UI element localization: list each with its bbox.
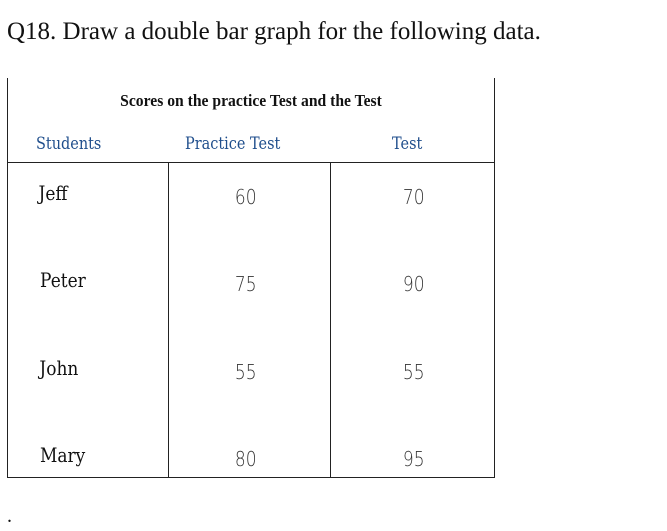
header-test: Test	[392, 134, 423, 154]
question-text: Q18. Draw a double bar graph for the fol…	[7, 18, 541, 45]
practice-score: 55	[234, 360, 257, 384]
header-divider	[8, 162, 494, 163]
header-students: Students	[36, 134, 102, 154]
student-name: Mary	[39, 443, 86, 467]
table-title: Scores on the practice Test and the Test	[120, 91, 382, 110]
practice-score: 80	[234, 447, 257, 471]
student-name: Peter	[40, 268, 86, 292]
column-divider	[330, 163, 331, 477]
test-score: 70	[402, 185, 425, 209]
test-score: 90	[402, 272, 425, 296]
test-score: 95	[402, 447, 425, 471]
practice-score: 75	[234, 272, 257, 296]
column-divider	[168, 163, 169, 477]
header-practice-test: Practice Test	[185, 134, 281, 154]
scores-table: Scores on the practice Test and the Test…	[7, 78, 495, 478]
student-name: Jeff	[38, 181, 68, 205]
student-name: John	[39, 356, 79, 380]
trailing-dot: .	[7, 505, 12, 527]
practice-score: 60	[234, 185, 257, 209]
test-score: 55	[402, 360, 425, 384]
